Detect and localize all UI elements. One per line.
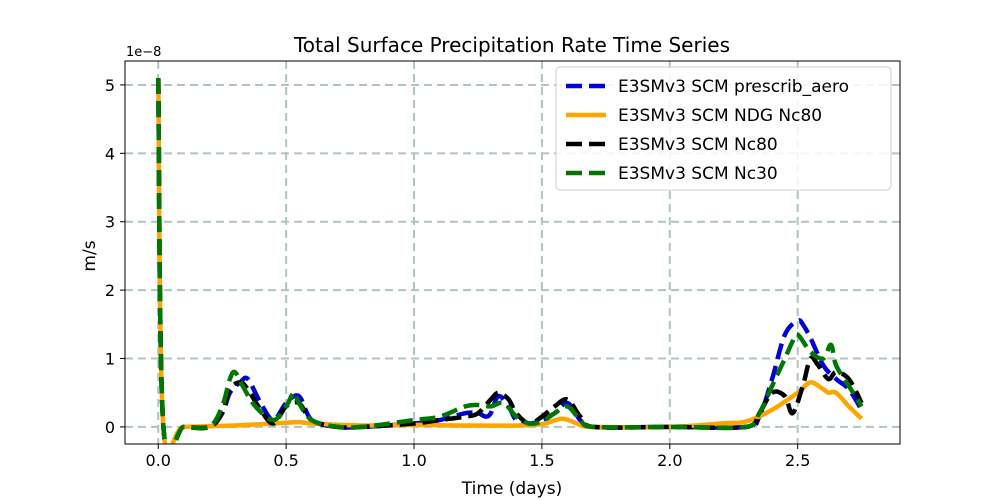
x-tick-label: 1.0 [401, 451, 426, 470]
y-tick-label: 0 [105, 418, 115, 437]
series-line-2 [156, 78, 864, 444]
y-tick-label: 4 [105, 144, 115, 163]
x-tick-label: 0.0 [146, 451, 171, 470]
ticks: 0.0 0.5 1.0 1.5 2.0 2.5 0 1 2 3 4 5 [105, 76, 811, 470]
y-scale-exponent: 1e−8 [126, 45, 161, 60]
series-layer [156, 78, 864, 444]
series-lines [156, 78, 864, 444]
plot-frame [124, 60, 901, 445]
legend-frame [555, 66, 892, 191]
y-tick-label: 3 [105, 213, 115, 232]
x-axis-label: Time (days) [461, 479, 562, 499]
y-tick-label: 1 [105, 350, 115, 369]
legend-label-2: E3SMv3 SCM NDG Nc80 [618, 106, 822, 126]
y-tick-label: 2 [105, 281, 115, 300]
y-tick-label: 5 [105, 76, 115, 95]
chart-title: Total Surface Precipitation Rate Time Se… [293, 33, 730, 57]
grid [125, 61, 900, 444]
legend-label-3: E3SMv3 SCM Nc80 [618, 135, 778, 155]
legend: E3SMv3 SCM prescrib_aero E3SMv3 SCM NDG N… [555, 66, 892, 191]
series-line-4 [156, 78, 864, 444]
y-axis-label: m/s [80, 240, 100, 271]
x-tick-label: 1.5 [529, 451, 554, 470]
series-line-3 [156, 78, 864, 444]
legend-label-1: E3SMv3 SCM prescrib_aero [618, 77, 849, 97]
x-tick-label: 0.5 [273, 451, 298, 470]
x-tick-label: 2.5 [785, 451, 810, 470]
legend-label-4: E3SMv3 SCM Nc30 [618, 164, 778, 184]
x-tick-label: 2.0 [657, 451, 682, 470]
